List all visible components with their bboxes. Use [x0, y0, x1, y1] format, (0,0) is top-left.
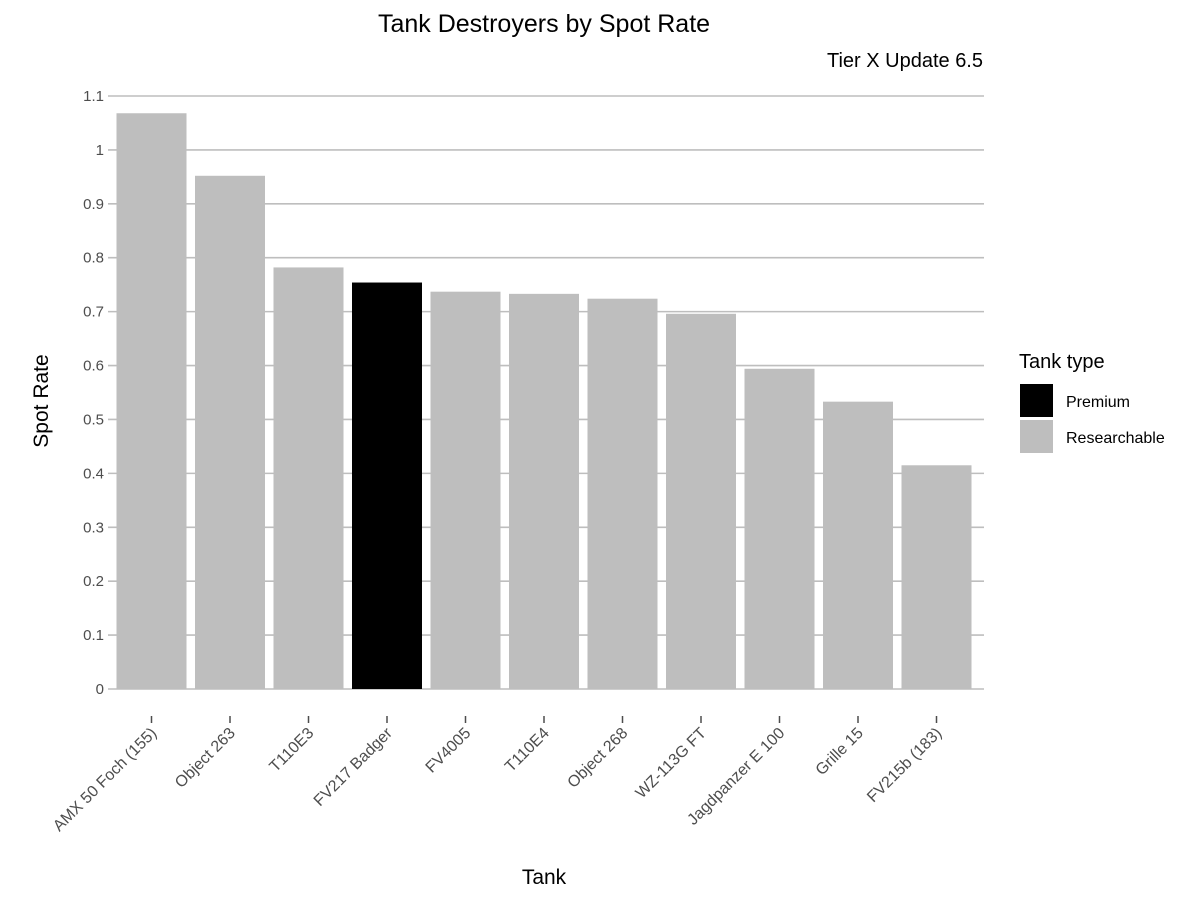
legend-label-researchable: Researchable: [1066, 430, 1165, 447]
bar: [901, 465, 972, 689]
legend-swatch-premium: [1020, 384, 1053, 417]
x-tick-label: Object 263: [172, 725, 239, 792]
y-axis-ticks: 0 0.1 0.2 0.3 0.4 0.5 0.6 0.7 0.8 0.9 1 1.1: [83, 88, 104, 698]
bar: [587, 298, 658, 689]
bar: [509, 293, 579, 689]
bar: [116, 113, 187, 689]
y-tick-label: 1.1: [83, 88, 104, 105]
y-tick-label: 0.6: [83, 358, 104, 375]
bars: [116, 113, 972, 689]
x-tick-label: Grille 15: [813, 725, 867, 779]
y-tick-label: 0.7: [83, 304, 104, 321]
y-axis-title: Spot Rate: [30, 354, 53, 447]
bar: [195, 175, 265, 689]
y-tick-label: 0.9: [83, 196, 104, 213]
bar: [666, 313, 736, 689]
y-tick-label: 0.1: [83, 627, 104, 644]
bar: [273, 267, 344, 689]
x-tick-label: AMX 50 Foch (155): [50, 725, 160, 835]
chart-title: Tank Destroyers by Spot Rate: [378, 10, 710, 38]
x-tick-label: FV217 Badger: [311, 724, 396, 809]
x-tick-label: FV215b (183): [864, 725, 945, 806]
x-tick-label: Object 268: [565, 725, 632, 792]
y-tick-label: 0.3: [83, 519, 104, 536]
bar: [430, 291, 501, 689]
legend-label-premium: Premium: [1066, 394, 1130, 411]
legend-title: Tank type: [1019, 351, 1105, 373]
legend: Tank type Premium Researchable: [1019, 351, 1165, 453]
x-tick-label: T110E4: [502, 725, 553, 776]
bar: [744, 368, 815, 689]
y-tick-label: 0: [96, 681, 104, 698]
y-tick-label: 0.8: [83, 250, 104, 267]
y-tick-label: 0.4: [83, 465, 104, 482]
x-tick-label: FV4005: [423, 725, 475, 777]
y-tick-label: 0.5: [83, 411, 104, 428]
y-tick-label: 0.2: [83, 573, 104, 590]
x-tick-label: WZ-113G FT: [633, 725, 710, 802]
y-tick-label: 1: [96, 142, 104, 159]
x-tick-label: T110E3: [267, 725, 318, 776]
x-axis-title: Tank: [522, 866, 567, 889]
legend-swatch-researchable: [1020, 420, 1053, 453]
chart-subtitle: Tier X Update 6.5: [827, 50, 983, 72]
bar: [823, 401, 893, 689]
bar: [352, 282, 422, 689]
